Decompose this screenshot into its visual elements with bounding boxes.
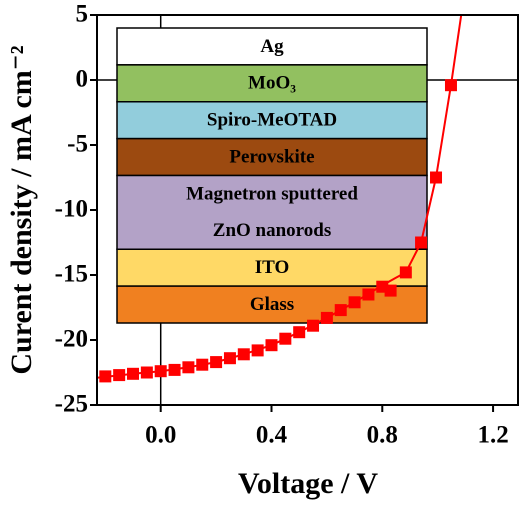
- marker: [293, 326, 306, 339]
- marker: [399, 266, 412, 279]
- layer: [116, 27, 428, 66]
- y-tick-label: -10: [55, 196, 88, 223]
- layer: [116, 285, 428, 324]
- marker: [362, 288, 375, 301]
- marker: [99, 370, 112, 383]
- marker: [415, 236, 428, 249]
- marker: [444, 79, 457, 92]
- layer-label: Ag: [260, 36, 284, 57]
- marker: [223, 352, 236, 365]
- layer-label: Spiro-MeOTAD: [207, 110, 337, 131]
- layer: [116, 174, 428, 250]
- marker: [210, 356, 223, 369]
- marker: [348, 296, 361, 309]
- marker: [384, 284, 397, 297]
- y-axis-label: Curent density / mA cm⁻²: [5, 45, 38, 374]
- marker: [279, 332, 292, 345]
- marker: [334, 304, 347, 317]
- y-tick-label: -20: [55, 326, 88, 353]
- layer-label: ITO: [255, 257, 290, 278]
- layer-label: ZnO nanorods: [213, 220, 331, 241]
- y-tick-label: 5: [76, 1, 89, 28]
- marker: [127, 367, 140, 380]
- y-tick-label: -25: [55, 391, 88, 418]
- marker: [320, 311, 333, 324]
- y-tick-label: -15: [55, 261, 88, 288]
- x-tick-label: 0.4: [256, 422, 288, 449]
- marker: [168, 363, 181, 376]
- marker: [182, 361, 195, 374]
- marker: [251, 344, 264, 357]
- layer-label: MoO₃: [248, 73, 296, 94]
- layer-label: Perovskite: [229, 146, 314, 167]
- x-axis-label: Voltage / V: [238, 467, 378, 500]
- marker: [140, 366, 153, 379]
- plot-frame: [96, 14, 519, 406]
- marker: [154, 365, 167, 378]
- marker: [265, 339, 278, 352]
- marker: [196, 358, 209, 371]
- marker: [430, 171, 443, 184]
- x-tick-label: 0.8: [367, 422, 398, 449]
- marker: [307, 319, 320, 332]
- marker: [237, 348, 250, 361]
- y-tick-label: 0: [76, 66, 89, 93]
- layer-label: Magnetron sputtered: [186, 183, 358, 204]
- layer: [116, 101, 428, 140]
- y-tick-label: -5: [67, 131, 88, 158]
- x-tick-label: 1.2: [477, 422, 508, 449]
- layer-label: Glass: [250, 294, 294, 315]
- series: [99, 79, 457, 383]
- marker: [113, 369, 126, 382]
- x-tick-label: 0.0: [145, 422, 176, 449]
